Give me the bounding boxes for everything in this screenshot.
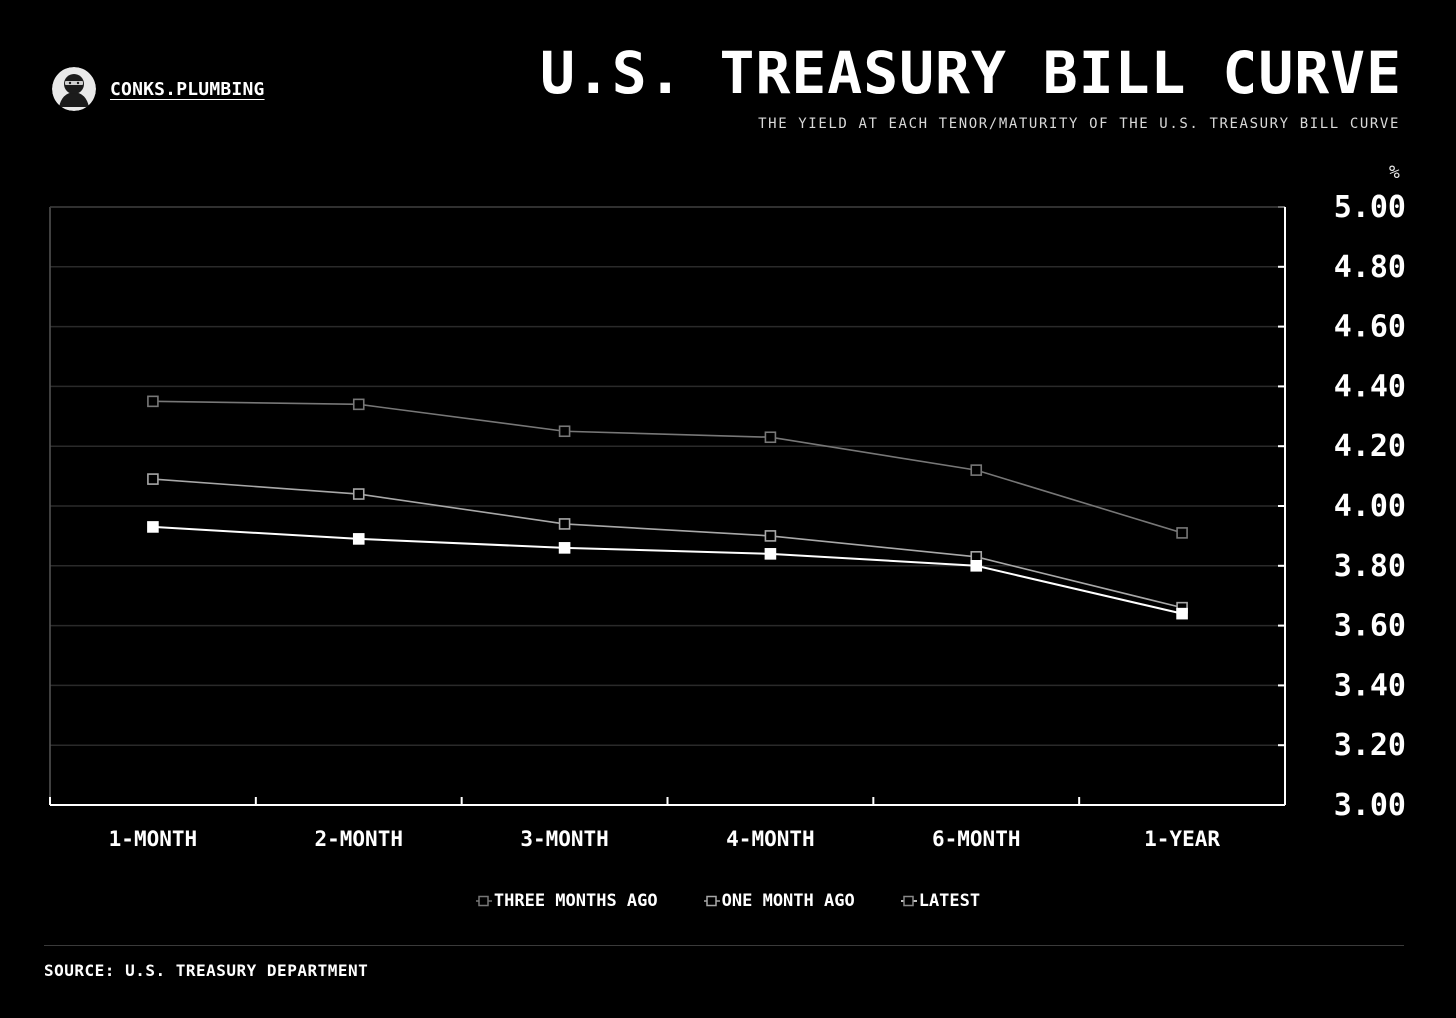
avatar bbox=[52, 67, 96, 111]
y-axis-unit: % bbox=[1389, 162, 1400, 183]
legend-label: THREE MONTHS AGO bbox=[493, 891, 658, 911]
data-point-marker bbox=[558, 518, 571, 530]
legend-item-one-month-ago[interactable]: ONE MONTH AGO bbox=[703, 891, 855, 911]
legend-item-latest[interactable]: LATEST bbox=[900, 891, 981, 911]
x-tick-label: 4-MONTH bbox=[726, 827, 815, 851]
y-tick-label: 3.00 bbox=[1334, 788, 1406, 823]
y-tick-labels: 5.00 4.80 4.60 4.40 4.20 4.00 3.80 3.60 3.40 3.20… bbox=[1334, 190, 1406, 823]
data-point-marker bbox=[147, 395, 159, 408]
legend-marker-icon bbox=[703, 895, 720, 907]
x-tick-labels: 1-MONTH 2-MONTH 3-MONTH 4-MONTH 6-MONTH 1-YEA… bbox=[109, 827, 1221, 851]
brand: CONKS.PLUMBING bbox=[52, 67, 265, 111]
data-point-marker bbox=[147, 521, 159, 533]
series-line bbox=[152, 400, 1183, 534]
grid-lines bbox=[50, 206, 1285, 746]
data-point-marker bbox=[1176, 527, 1188, 539]
legend-marker-icon bbox=[900, 895, 917, 907]
ninja-avatar-icon bbox=[52, 67, 96, 111]
series-three-months-ago bbox=[147, 395, 1188, 539]
footer-divider bbox=[44, 945, 1404, 946]
series bbox=[147, 395, 1188, 620]
x-tick-label: 2-MONTH bbox=[314, 827, 403, 851]
brand-link[interactable]: CONKS.PLUMBING bbox=[110, 78, 265, 100]
data-point-marker bbox=[558, 425, 571, 438]
y-tick-label: 3.80 bbox=[1334, 549, 1406, 584]
y-tick-label: 3.20 bbox=[1334, 728, 1406, 763]
x-tick-label: 3-MONTH bbox=[520, 827, 609, 851]
legend: THREE MONTHS AGO ONE MONTH AGO LATEST bbox=[0, 891, 1456, 911]
y-tick-label: 4.00 bbox=[1334, 489, 1406, 524]
y-tick-label: 4.20 bbox=[1334, 429, 1406, 464]
source-note: SOURCE: U.S. TREASURY DEPARTMENT bbox=[44, 961, 369, 980]
data-point-marker bbox=[764, 548, 777, 560]
axes bbox=[49, 206, 1286, 806]
y-tick-label: 5.00 bbox=[1334, 190, 1406, 225]
legend-marker-icon bbox=[475, 895, 492, 907]
series-line bbox=[152, 478, 1183, 609]
series-line bbox=[152, 525, 1183, 615]
y-tick-label: 4.80 bbox=[1334, 250, 1406, 285]
page-subtitle: THE YIELD AT EACH TENOR/MATURITY OF THE … bbox=[758, 116, 1400, 132]
x-tick-label: 1-MONTH bbox=[109, 827, 198, 851]
y-tick-label: 3.60 bbox=[1334, 609, 1406, 644]
y-tick-label: 4.60 bbox=[1334, 310, 1406, 345]
y-tick-label: 4.40 bbox=[1334, 369, 1406, 404]
data-point-marker bbox=[1176, 607, 1188, 620]
series-latest bbox=[147, 521, 1188, 620]
data-point-marker bbox=[764, 530, 777, 542]
legend-item-three-months-ago[interactable]: THREE MONTHS AGO bbox=[475, 891, 658, 911]
data-point-marker bbox=[352, 533, 365, 545]
legend-label: ONE MONTH AGO bbox=[721, 891, 855, 911]
x-tick-label: 6-MONTH bbox=[932, 827, 1021, 851]
page-title: U.S. TREASURY BILL CURVE bbox=[539, 39, 1402, 107]
series-one-month-ago bbox=[147, 473, 1188, 614]
data-point-marker bbox=[970, 559, 983, 572]
data-point-marker bbox=[764, 431, 777, 444]
data-point-marker bbox=[970, 464, 983, 476]
data-point-marker bbox=[352, 488, 365, 500]
legend-label: LATEST bbox=[918, 891, 981, 911]
data-point-marker bbox=[352, 398, 365, 411]
x-tick-label: 1-YEAR bbox=[1144, 827, 1220, 851]
data-point-marker bbox=[147, 473, 159, 485]
y-tick-label: 3.40 bbox=[1334, 668, 1406, 703]
data-point-marker bbox=[558, 542, 571, 554]
